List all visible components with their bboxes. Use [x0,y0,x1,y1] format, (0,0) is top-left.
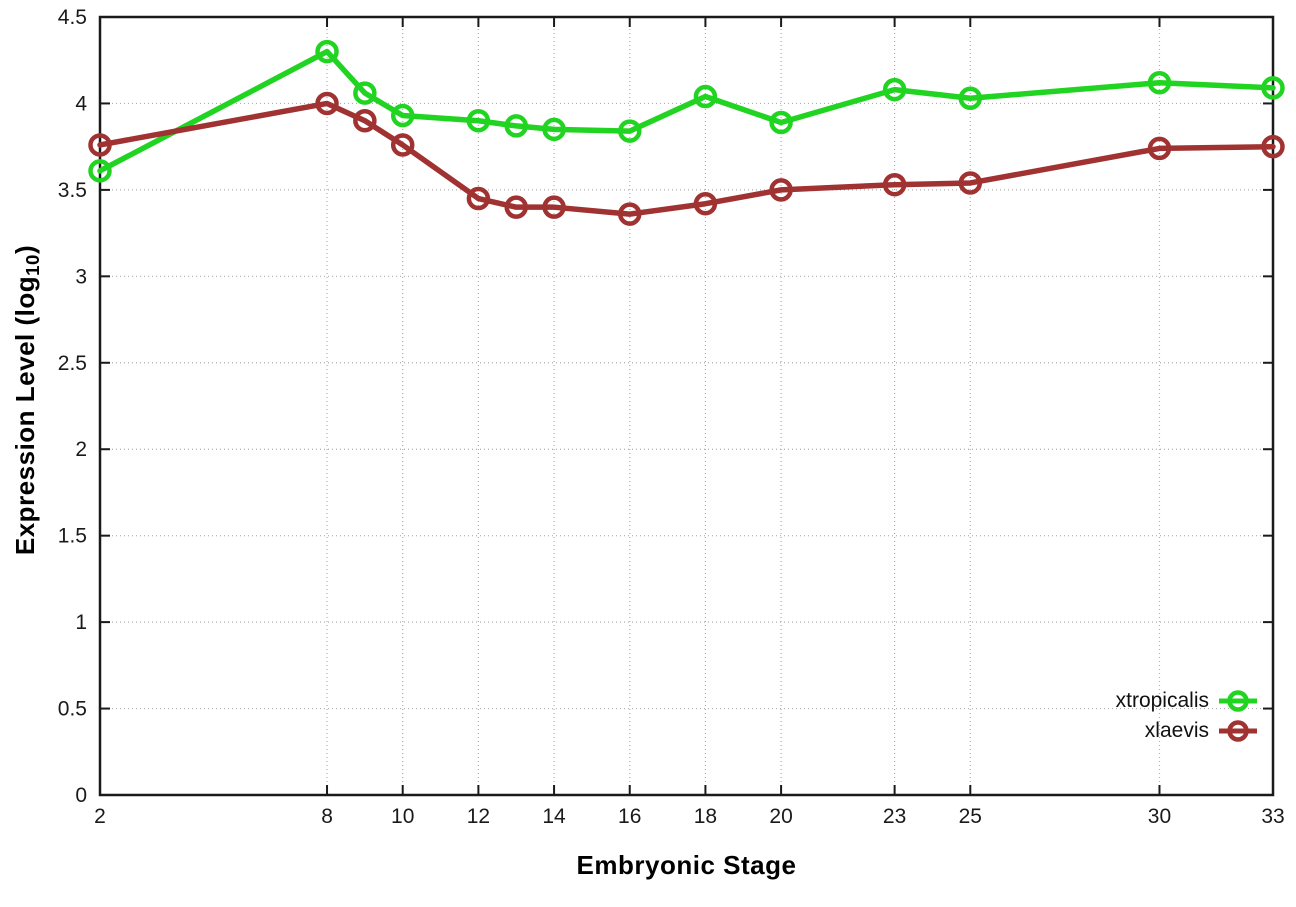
data-point-xtropicalis-stage-20 [769,110,793,135]
x-tick-label: 23 [883,805,906,828]
data-point-xtropicalis-stage-16 [617,119,642,143]
y-axis-title-subscript: 10 [21,254,43,276]
data-point-xtropicalis-stage-9 [353,81,377,105]
data-point-xlaevis-stage-16 [617,202,642,226]
data-point-xlaevis-stage-25 [958,171,983,195]
data-point-xtropicalis-stage-18 [693,84,718,109]
series-line-xlaevis [97,100,1276,217]
y-tick-label: 1.5 [58,525,87,548]
x-axis-title: Embryonic Stage [576,850,797,880]
y-tick-label: 2.5 [58,352,87,375]
data-point-xtropicalis-stage-30 [1147,70,1172,95]
data-point-xtropicalis-stage-33 [1261,76,1285,100]
x-tick-label: 16 [618,805,641,828]
y-tick-label: 0 [75,784,87,807]
data-point-xlaevis-stage-12 [466,186,491,211]
data-point-xlaevis-stage-33 [1261,134,1285,159]
legend-marker-xtropicalis-icon [1219,690,1257,712]
legend-item-xtropicalis: xtropicalis [1116,686,1258,716]
data-point-xtropicalis-stage-13 [504,114,528,138]
x-tick-label: 8 [321,805,333,828]
y-tick-label: 3.5 [58,179,87,202]
legend-label-xlaevis: xlaevis [1144,719,1209,742]
data-point-xlaevis-stage-8 [315,91,339,116]
x-tick-label: 2 [94,805,106,828]
data-point-xlaevis-stage-20 [769,178,793,202]
x-tick-label: 12 [467,805,490,828]
data-point-xlaevis-stage-2 [88,133,112,157]
y-axis-title-close: ) [10,244,41,255]
x-tick-label: 25 [959,805,982,828]
x-tick-label: 18 [694,805,717,828]
data-point-xlaevis-stage-23 [882,172,907,197]
x-tick-label: 14 [542,805,566,828]
x-tick-label: 30 [1148,805,1171,828]
data-point-xtropicalis-stage-10 [390,103,415,128]
legend: xtropicalis xlaevis [1116,686,1258,746]
y-tick-label: 4.5 [58,6,87,29]
legend-item-xlaevis: xlaevis [1116,716,1258,746]
y-tick-label: 1 [75,611,87,634]
y-axis-title-text: Expression Level (log [10,275,41,556]
y-tick-label: 2 [75,438,87,461]
plot-border [98,15,1275,797]
data-point-xlaevis-stage-30 [1147,136,1172,161]
y-tick-label: 4 [75,92,87,115]
data-point-xtropicalis-stage-14 [542,117,566,142]
data-point-xtropicalis-stage-2 [88,159,112,183]
data-point-xtropicalis-stage-23 [882,77,907,102]
x-tick-label: 20 [769,805,792,828]
data-point-xtropicalis-stage-25 [958,86,983,111]
legend-label-xtropicalis: xtropicalis [1115,689,1209,712]
data-point-xlaevis-stage-18 [693,191,718,216]
data-point-xlaevis-stage-10 [390,133,415,157]
y-tick-label: 0.5 [58,698,87,721]
data-point-xlaevis-stage-13 [504,195,528,219]
x-tick-label: 10 [391,805,414,828]
y-tick-label: 3 [75,265,87,288]
y-axis-title: Expression Level (log10) [10,245,44,555]
data-point-xtropicalis-stage-8 [315,39,339,64]
data-point-xlaevis-stage-9 [353,108,377,133]
data-point-xlaevis-stage-14 [542,195,566,219]
x-tick-label: 33 [1261,805,1284,828]
legend-marker-xlaevis-icon [1219,720,1257,742]
data-point-xtropicalis-stage-12 [466,108,491,133]
